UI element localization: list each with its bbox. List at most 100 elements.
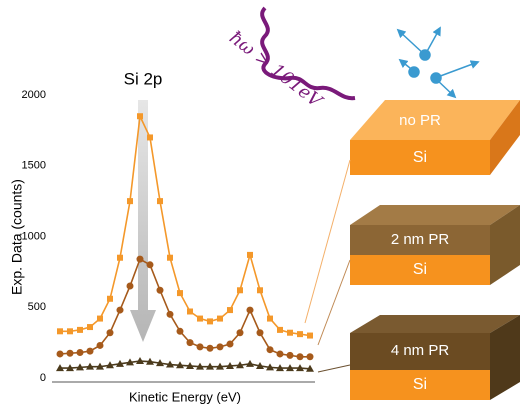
data-point xyxy=(206,362,214,370)
data-point xyxy=(86,362,94,370)
data-point xyxy=(116,359,124,367)
y-tick-label: 2000 xyxy=(22,89,46,101)
data-point xyxy=(146,357,154,365)
data-point xyxy=(256,329,264,337)
data-point xyxy=(126,282,134,290)
data-point xyxy=(176,361,184,369)
data-point xyxy=(306,364,314,372)
data-point xyxy=(216,362,224,370)
data-point xyxy=(127,198,133,205)
data-point xyxy=(216,343,224,351)
peak-arrow xyxy=(130,100,156,342)
data-point xyxy=(96,341,104,349)
data-point xyxy=(196,343,204,351)
block-no-pr xyxy=(350,100,520,175)
electrons xyxy=(396,26,480,99)
block-label: 2 nm PR xyxy=(391,231,450,248)
series-line xyxy=(59,257,310,358)
data-point xyxy=(206,344,214,352)
data-point xyxy=(77,326,83,333)
data-point xyxy=(56,350,64,358)
data-point xyxy=(226,340,234,348)
data-point xyxy=(186,361,194,369)
data-point xyxy=(177,290,183,297)
data-point xyxy=(287,329,293,336)
block-4nm xyxy=(350,315,520,400)
photon-wave xyxy=(260,6,356,101)
data-point xyxy=(147,134,153,141)
data-point xyxy=(106,329,114,337)
data-point xyxy=(166,310,174,318)
data-point xyxy=(296,353,304,361)
data-point xyxy=(227,307,233,314)
y-tick-label: 0 xyxy=(40,372,46,384)
data-point xyxy=(197,315,203,322)
data-point xyxy=(266,346,274,354)
substrate-label: Si xyxy=(413,149,427,166)
substrate-label: Si xyxy=(413,261,427,278)
data-point xyxy=(186,339,194,347)
data-point xyxy=(117,254,123,261)
data-point xyxy=(176,327,184,335)
data-point xyxy=(126,358,134,366)
series-line xyxy=(60,113,311,337)
data-point xyxy=(67,328,73,335)
y-axis-label: Exp. Data (counts) xyxy=(9,179,25,295)
x-axis-label: Kinetic Energy (eV) xyxy=(129,389,241,404)
data-point xyxy=(276,364,284,372)
data-point xyxy=(307,332,313,339)
y-tick-label: 1000 xyxy=(22,230,46,242)
data-point xyxy=(76,349,84,357)
data-point xyxy=(156,359,164,367)
data-point xyxy=(236,361,244,369)
data-point xyxy=(137,113,143,120)
data-point xyxy=(277,326,283,333)
data-point xyxy=(276,350,284,358)
data-point xyxy=(237,287,243,294)
data-point xyxy=(167,254,173,261)
data-point xyxy=(76,363,84,371)
data-point xyxy=(57,328,63,335)
data-point xyxy=(107,295,113,302)
connectors xyxy=(304,159,351,373)
y-tick-label: 500 xyxy=(28,301,46,313)
data-point xyxy=(236,329,244,337)
data-point xyxy=(86,347,94,355)
data-point xyxy=(157,198,163,205)
data-point xyxy=(87,324,93,331)
data-point xyxy=(296,364,304,372)
data-point xyxy=(106,361,114,369)
y-tick-label: 1500 xyxy=(22,160,46,172)
data-point xyxy=(136,255,144,263)
data-point xyxy=(166,360,174,368)
data-point xyxy=(156,286,164,294)
substrate-label: Si xyxy=(413,376,427,393)
data-point xyxy=(247,251,253,258)
block-2nm xyxy=(350,205,520,285)
data-point xyxy=(217,315,223,322)
photon-label: ħω > 101eV xyxy=(225,27,327,113)
data-point xyxy=(187,308,193,315)
data-point xyxy=(116,306,124,314)
data-point xyxy=(196,362,204,370)
data-point xyxy=(267,315,273,322)
data-point xyxy=(226,361,234,369)
data-point xyxy=(257,287,263,294)
data-point xyxy=(66,349,74,357)
data-point xyxy=(66,364,74,372)
data-point xyxy=(286,364,294,372)
data-point xyxy=(306,353,314,361)
data-point xyxy=(97,315,103,322)
data-point xyxy=(256,361,264,369)
data-point xyxy=(96,362,104,370)
data-point xyxy=(56,364,64,372)
peak-label: Si 2p xyxy=(124,69,163,88)
block-label: 4 nm PR xyxy=(391,342,450,359)
data-point xyxy=(146,261,154,269)
data-point xyxy=(266,363,274,371)
data-point xyxy=(286,351,294,359)
data-point xyxy=(136,357,144,365)
data-point xyxy=(246,306,254,314)
